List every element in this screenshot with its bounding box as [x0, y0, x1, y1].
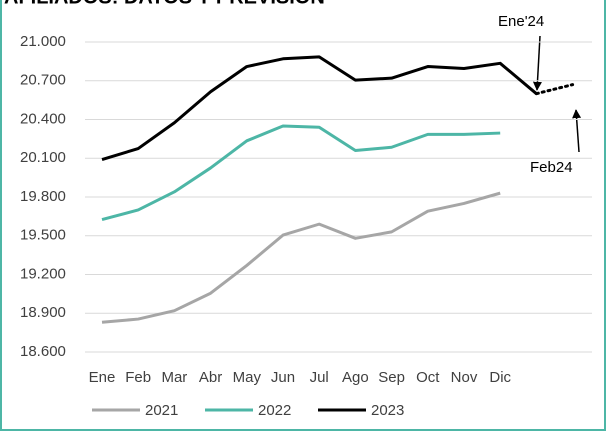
x-tick-label: Ago	[342, 369, 369, 386]
y-tick-label: 21.000	[20, 33, 66, 50]
y-tick-label: 20.100	[20, 149, 66, 166]
x-tick-label: Nov	[451, 369, 478, 386]
y-tick-label: 18.900	[20, 304, 66, 321]
forecast-line	[534, 83, 575, 96]
x-tick-label: Jul	[310, 369, 329, 386]
legend-label: 2022	[258, 402, 291, 419]
chart-title: AFILIADOS: DATOS Y PREVISIÓN	[4, 0, 325, 8]
annotation: Feb24	[530, 159, 573, 176]
y-tick-label: 20.700	[20, 72, 66, 89]
x-tick-label: Feb	[125, 369, 151, 386]
y-tick-label: 18.600	[20, 343, 66, 360]
y-tick-label: 19.200	[20, 265, 66, 282]
series-line	[101, 191, 501, 324]
x-tick-label: Dic	[489, 369, 511, 386]
annotation: Ene'24	[498, 13, 544, 30]
annotation-arrow	[532, 35, 542, 91]
y-tick-label: 20.400	[20, 110, 66, 127]
legend-label: 2021	[145, 402, 178, 419]
x-tick-label: Jun	[271, 369, 295, 386]
x-tick-label: May	[233, 369, 262, 386]
series-line	[101, 124, 501, 222]
annotation-arrow	[572, 109, 582, 153]
x-tick-label: Ene	[89, 369, 116, 386]
y-tick-label: 19.500	[20, 227, 66, 244]
y-tick-label: 19.800	[20, 188, 66, 205]
legend-label: 2023	[371, 402, 404, 419]
x-tick-label: Abr	[199, 369, 222, 386]
series-line	[101, 55, 538, 161]
x-tick-label: Mar	[161, 369, 187, 386]
x-tick-label: Oct	[416, 369, 440, 386]
x-tick-label: Sep	[378, 369, 405, 386]
